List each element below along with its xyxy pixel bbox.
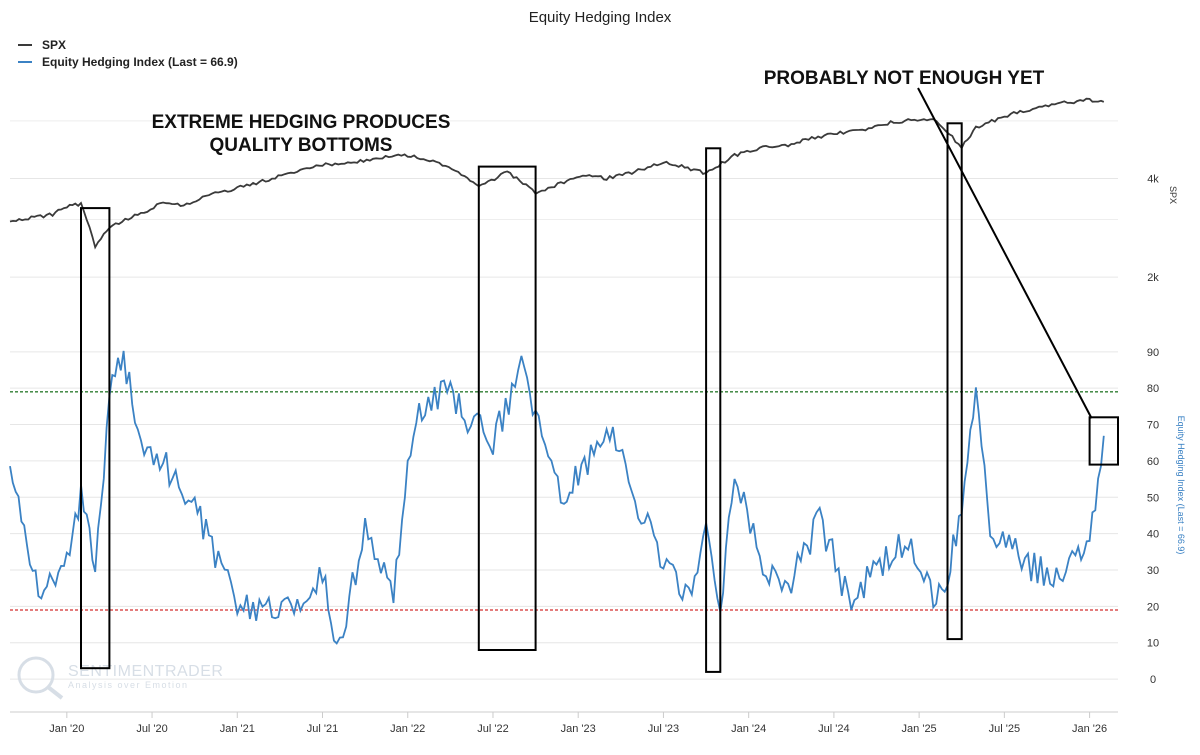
y-tick-label-lower: 40 xyxy=(1147,529,1159,541)
highlight-box xyxy=(1088,416,1119,466)
y-tick-label-lower: 0 xyxy=(1150,674,1156,686)
y-tick-label-lower: 10 xyxy=(1147,638,1159,650)
y-tick-label-lower: 80 xyxy=(1147,383,1159,395)
y-axis-label-hedging: Equity Hedging Index (Last = 66.9) xyxy=(1176,416,1186,555)
highlight-box xyxy=(477,165,537,651)
annotation-text: PROBABLY NOT ENOUGH YET xyxy=(764,68,1045,89)
legend-label-hedging: Equity Hedging Index (Last = 66.9) xyxy=(42,54,238,69)
series-line-hedging xyxy=(9,350,1105,645)
annotation-text: QUALITY BOTTOMS xyxy=(210,135,393,156)
x-tick-label: Jul '20 xyxy=(136,723,167,735)
watermark-tagline: Analysis over Emotion xyxy=(68,680,189,690)
y-axis-label-spx: SPX xyxy=(1168,186,1178,204)
x-tick-label: Jul '25 xyxy=(989,723,1020,735)
watermark-logo-handle xyxy=(46,685,64,700)
x-tick-label: Jan '24 xyxy=(731,723,766,735)
x-tick-label: Jan '21 xyxy=(220,723,255,735)
legend-item-hedging[interactable]: Equity Hedging Index (Last = 66.9) xyxy=(18,53,238,70)
legend-swatch-hedging xyxy=(18,60,32,63)
legend-label-spx: SPX xyxy=(42,37,67,52)
y-tick-label-lower: 20 xyxy=(1147,601,1159,613)
annotation-layer: Equity Hedging Index EXTREME HEDGING PROD… xyxy=(152,9,1093,419)
annotation-arrow-line xyxy=(917,87,1093,419)
y-tick-label-upper: 2k xyxy=(1147,272,1159,284)
x-tick-label: Jul '21 xyxy=(307,723,338,735)
watermark-logo-icon xyxy=(17,656,55,694)
x-tick-label: Jan '26 xyxy=(1072,723,1107,735)
axis-layer: 0 10 20 30 40 50 60 70 80 90 2k 4k Jan '20 Jul '20 Jan… xyxy=(10,174,1186,735)
x-tick-label: Jan '20 xyxy=(49,723,84,735)
highlight-box xyxy=(705,147,722,673)
legend-swatch-spx xyxy=(18,43,32,46)
series-line-spx xyxy=(9,97,1105,250)
x-tick-label: Jul '24 xyxy=(818,723,849,735)
watermark-name: SENTIMENTRADER xyxy=(68,663,223,680)
legend-item-spx[interactable]: SPX xyxy=(18,36,238,53)
x-tick-label: Jul '22 xyxy=(477,723,508,735)
y-tick-label-lower: 60 xyxy=(1147,456,1159,468)
y-tick-label-upper: 4k xyxy=(1147,174,1159,186)
y-tick-label-lower: 50 xyxy=(1147,492,1159,504)
y-tick-label-lower: 70 xyxy=(1147,420,1159,432)
highlight-box xyxy=(946,122,963,641)
x-tick-label: Jan '25 xyxy=(902,723,937,735)
highlight-box xyxy=(80,207,111,670)
box-layer xyxy=(80,122,1119,673)
series-layer xyxy=(9,97,1105,645)
x-tick-label: Jan '23 xyxy=(561,723,596,735)
x-tick-label: Jul '23 xyxy=(648,723,679,735)
chart-title: Equity Hedging Index xyxy=(529,9,672,26)
x-tick-label: Jan '22 xyxy=(390,723,425,735)
y-tick-label-lower: 30 xyxy=(1147,565,1159,577)
y-tick-label-lower: 90 xyxy=(1147,347,1159,359)
legend: SPX Equity Hedging Index (Last = 66.9) xyxy=(18,36,238,70)
annotation-text: EXTREME HEDGING PRODUCES xyxy=(152,112,451,133)
